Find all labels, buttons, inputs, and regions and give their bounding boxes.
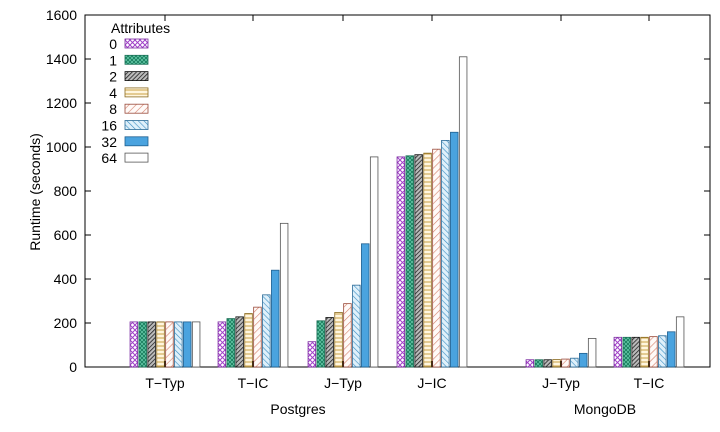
bar-64-3	[458, 56, 468, 368]
y-tick-label: 1200	[46, 95, 77, 111]
y-tick-label: 800	[54, 183, 78, 199]
bar-64-0	[191, 321, 201, 368]
legend-label-64: 64	[101, 150, 117, 166]
legend-swatch-64	[124, 152, 149, 163]
bar-16-1	[262, 294, 271, 368]
legend-label-32: 32	[101, 134, 117, 150]
bar-8-1	[253, 306, 262, 368]
bar-16-0	[174, 321, 183, 368]
y-axis-label: Runtime (seconds)	[27, 133, 43, 251]
bar-4-5	[640, 336, 649, 368]
bar-4-0	[156, 321, 165, 368]
bar-1-1	[226, 318, 235, 368]
x-tick-label: T−Typ	[145, 375, 185, 391]
y-tick-label: 1000	[46, 139, 77, 155]
y-tick-label: 200	[54, 315, 78, 331]
bar-2-2	[325, 317, 334, 368]
bar-8-3	[432, 148, 441, 368]
legend-swatch-4	[124, 87, 149, 98]
bar-0-1	[217, 321, 227, 368]
x-tick-label: J−IC	[417, 375, 446, 391]
bar-0-4	[525, 359, 535, 368]
bar-1-0	[138, 321, 147, 368]
legend-swatch-16	[124, 120, 149, 130]
x-tick-label: T−IC	[238, 375, 269, 391]
y-tick-label: 1600	[46, 7, 77, 23]
bar-16-5	[658, 335, 667, 368]
bar-1-2	[316, 320, 325, 368]
bar-64-4	[587, 337, 597, 368]
bar-0-3	[396, 156, 406, 368]
legend-swatch-0	[124, 38, 149, 49]
bar-2-5	[631, 336, 640, 368]
legend-label-16: 16	[101, 118, 117, 134]
y-tick-label: 0	[69, 359, 77, 375]
x-tick-label: J−Typ	[324, 375, 362, 391]
bar-16-3	[441, 139, 450, 368]
legend-swatch-8	[124, 103, 149, 114]
bar-32-3	[450, 131, 459, 368]
bar-64-5	[675, 316, 685, 368]
bar-32-1	[271, 269, 280, 368]
bar-8-0	[165, 321, 174, 368]
bar-2-1	[235, 316, 244, 368]
bar-0-2	[307, 341, 317, 368]
bar-4-2	[334, 312, 343, 368]
bar-8-5	[649, 336, 658, 368]
bar-4-1	[244, 313, 253, 368]
bar-1-3	[405, 155, 414, 368]
legend-label-4: 4	[109, 85, 117, 101]
legend-label-2: 2	[109, 69, 117, 85]
bar-0-0	[129, 321, 139, 368]
x-tick-label: J−Typ	[542, 375, 580, 391]
bar-1-5	[622, 336, 631, 368]
bar-4-4	[552, 359, 561, 368]
group-label-postgres: Postgres	[270, 401, 325, 417]
legend-label-0: 0	[109, 36, 117, 52]
bar-8-4	[561, 358, 570, 368]
legend-swatch-32	[124, 136, 149, 147]
bar-32-2	[361, 243, 370, 368]
bar-16-2	[352, 284, 361, 368]
bar-32-0	[183, 321, 192, 368]
y-tick-label: 600	[54, 227, 78, 243]
bar-64-2	[369, 156, 379, 368]
bar-0-5	[613, 336, 623, 368]
y-tick-label: 1400	[46, 51, 77, 67]
x-tick-label: T−IC	[634, 375, 665, 391]
bar-32-4	[579, 352, 588, 368]
bar-8-2	[343, 303, 352, 368]
bar-2-0	[147, 321, 156, 368]
bar-2-4	[543, 359, 552, 368]
bar-4-3	[423, 152, 432, 368]
bar-1-4	[534, 359, 543, 368]
bar-64-1	[279, 222, 289, 368]
y-tick-label: 400	[54, 271, 78, 287]
legend-swatch-1	[124, 54, 149, 65]
legend-label-1: 1	[109, 52, 117, 68]
legend-title: Attributes	[111, 20, 170, 36]
legend-swatch-2	[124, 71, 149, 81]
bar-16-4	[570, 357, 579, 368]
group-label-mongodb: MongoDB	[574, 401, 636, 417]
bar-2-3	[414, 154, 423, 368]
bar-32-5	[667, 331, 676, 368]
legend-label-8: 8	[109, 101, 117, 117]
